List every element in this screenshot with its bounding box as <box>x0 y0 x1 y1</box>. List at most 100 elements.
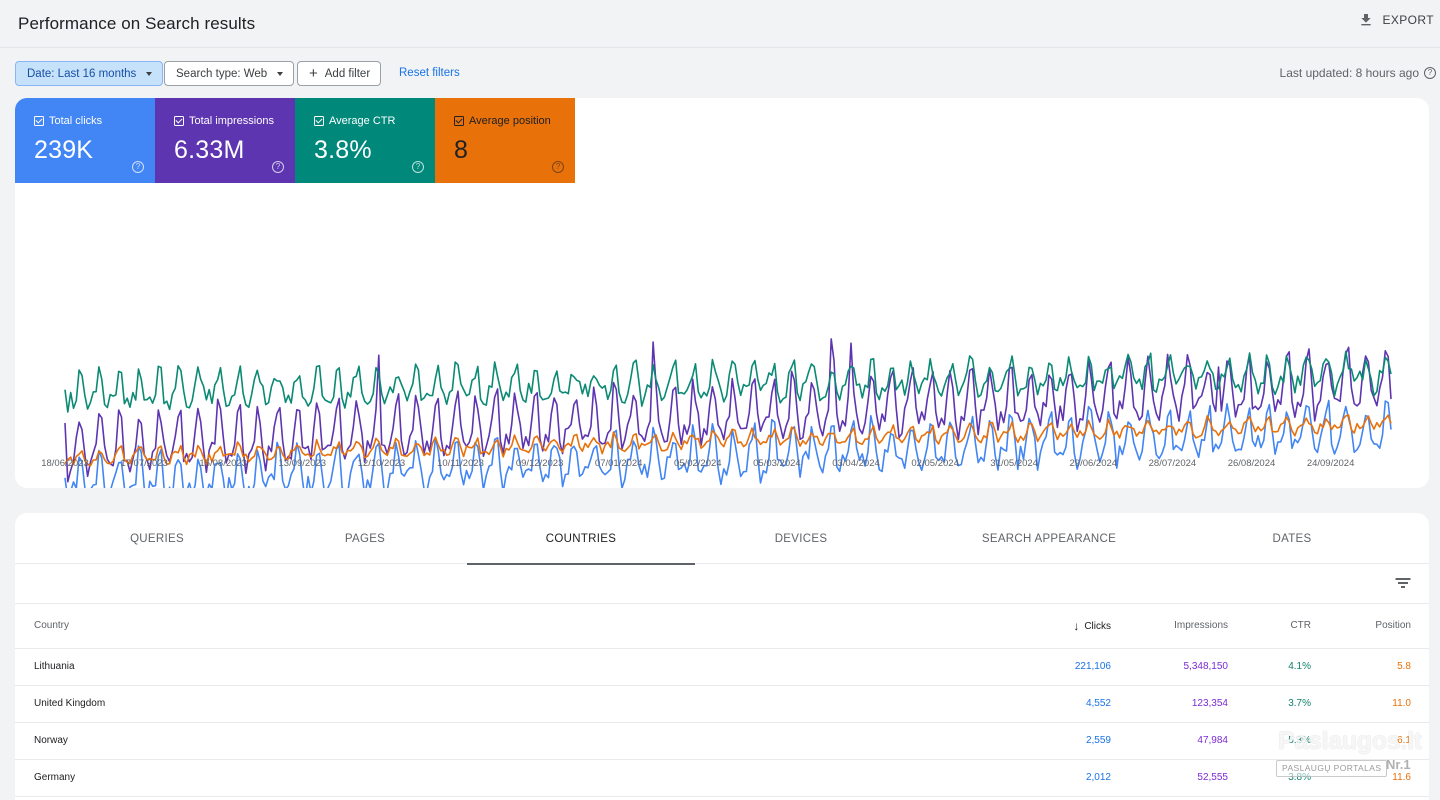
series-line-average-position[interactable] <box>64 414 1392 467</box>
column-header-clicks[interactable]: ↓ Clicks <box>989 604 1129 649</box>
checkbox-icon[interactable] <box>34 116 44 126</box>
metric-label: Total clicks <box>49 115 103 127</box>
x-tick-label: 26/08/2024 <box>1228 458 1276 469</box>
clicks-cell: 2,012 <box>989 759 1129 797</box>
metric-total-impressions[interactable]: Total impressions 6.33M ? <box>155 98 295 183</box>
x-tick-label: 17/07/2023 <box>120 458 168 469</box>
country-cell: United Kingdom <box>15 685 989 723</box>
table-row[interactable]: Norway 2,559 47,984 5.3% 6.1 <box>15 722 1429 760</box>
impressions-cell: 47,984 <box>1129 722 1246 760</box>
x-tick-label: 03/04/2024 <box>832 458 880 469</box>
x-tick-label: 10/11/2023 <box>437 458 484 469</box>
add-filter-label: Add filter <box>324 67 371 80</box>
search-type-label: Search type: Web <box>176 67 268 80</box>
column-header-impressions[interactable]: Impressions <box>1129 604 1246 649</box>
clicks-cell: 4,552 <box>989 685 1129 723</box>
x-tick-label: 28/07/2024 <box>1149 458 1197 469</box>
help-icon[interactable]: ? <box>552 161 564 173</box>
x-tick-label: 09/12/2023 <box>516 458 564 469</box>
position-cell: 11.0 <box>1329 685 1429 723</box>
filter-rows-icon[interactable] <box>1395 576 1411 590</box>
x-tick-label: 13/09/2023 <box>279 458 327 469</box>
column-header-clicks-label: Clicks <box>1084 620 1111 632</box>
ctr-cell: 4.1% <box>1246 648 1329 686</box>
x-tick-label: 02/05/2024 <box>911 458 959 469</box>
checkbox-icon[interactable] <box>174 116 184 126</box>
plus-icon: + <box>309 64 318 82</box>
metric-label: Average CTR <box>329 115 396 127</box>
x-tick-label: 07/01/2024 <box>595 458 643 469</box>
ctr-cell: 5.3% <box>1246 722 1329 760</box>
series-line-average-ctr[interactable] <box>64 350 1392 413</box>
metric-label: Total impressions <box>189 115 274 127</box>
download-icon <box>1361 14 1372 26</box>
filter-bar: Date: Last 16 months Search type: Web + … <box>0 56 1440 90</box>
page-title: Performance on Search results <box>18 14 256 33</box>
country-cell: Germany <box>15 759 989 797</box>
x-tick-label: 05/03/2024 <box>753 458 801 469</box>
date-filter-chip[interactable]: Date: Last 16 months <box>15 61 164 86</box>
metric-total-clicks[interactable]: Total clicks 239K ? <box>15 98 155 183</box>
dimension-tabs: QUERIES PAGES COUNTRIES DEVICES SEARCH A… <box>15 513 1429 565</box>
performance-chart-card: Total clicks 239K ? Total impressions 6.… <box>15 98 1429 488</box>
reset-filters-link[interactable]: Reset filters <box>399 67 460 79</box>
metric-average-ctr[interactable]: Average CTR 3.8% ? <box>295 98 435 183</box>
metric-average-position[interactable]: Average position 8 ? <box>435 98 575 183</box>
impressions-cell: 52,555 <box>1129 759 1246 797</box>
table-header-row: Country ↓ Clicks Impressions CTR Position <box>15 604 1429 649</box>
clicks-cell: 221,106 <box>989 648 1129 686</box>
impressions-cell: 5,348,150 <box>1129 648 1246 686</box>
x-tick-label: 05/02/2024 <box>674 458 722 469</box>
series-line-total-clicks[interactable] <box>64 399 1392 489</box>
impressions-cell: 123,354 <box>1129 685 1246 723</box>
table-row[interactable]: Germany 2,012 52,555 3.8% 11.6 <box>15 759 1429 797</box>
metric-value: 6.33M <box>174 136 245 164</box>
column-header-country[interactable]: Country <box>15 604 989 649</box>
tab-countries[interactable]: COUNTRIES <box>467 513 695 565</box>
country-cell: Norway <box>15 722 989 760</box>
series-line-total-impressions[interactable] <box>64 338 1392 483</box>
x-tick-label: 18/06/2023 <box>41 458 89 469</box>
table-row[interactable]: Lithuania 221,106 5,348,150 4.1% 5.8 <box>15 648 1429 686</box>
help-icon[interactable]: ? <box>132 161 144 173</box>
tab-search-appearance[interactable]: SEARCH APPEARANCE <box>981 532 1117 545</box>
x-tick-label: 12/10/2023 <box>358 458 406 469</box>
x-tick-label: 24/09/2024 <box>1307 458 1355 469</box>
position-cell: 11.6 <box>1329 759 1429 797</box>
help-icon[interactable]: ? <box>1424 67 1436 79</box>
metric-value: 239K <box>34 136 94 164</box>
last-updated-text: Last updated: 8 hours ago <box>1279 66 1419 80</box>
tab-devices[interactable]: DEVICES <box>774 532 828 545</box>
help-icon[interactable]: ? <box>412 161 424 173</box>
tab-dates[interactable]: DATES <box>1272 532 1312 545</box>
tab-pages[interactable]: PAGES <box>344 532 386 545</box>
column-header-ctr[interactable]: CTR <box>1246 604 1329 649</box>
country-cell: Lithuania <box>15 648 989 686</box>
x-tick-label: 15/08/2023 <box>199 458 247 469</box>
table-toolbar <box>15 564 1429 604</box>
add-filter-button[interactable]: + Add filter <box>297 61 382 86</box>
countries-table: Country ↓ Clicks Impressions CTR Position… <box>15 604 1429 797</box>
ctr-cell: 3.8% <box>1246 759 1329 797</box>
performance-line-chart[interactable]: 18/06/2023 17/07/2023 15/08/2023 13/09/2023… <box>15 98 1429 488</box>
metric-value: 8 <box>454 136 469 164</box>
search-type-chip[interactable]: Search type: Web <box>164 61 295 86</box>
caret-down-icon <box>277 71 284 76</box>
tab-queries[interactable]: QUERIES <box>130 532 184 545</box>
column-header-position[interactable]: Position <box>1329 604 1429 649</box>
metric-value: 3.8% <box>314 136 372 164</box>
export-button[interactable]: EXPORT <box>1358 12 1434 28</box>
x-tick-label: 29/06/2024 <box>1070 458 1118 469</box>
date-filter-label: Date: Last 16 months <box>27 67 137 80</box>
help-icon[interactable]: ? <box>272 161 284 173</box>
metric-label: Average position <box>469 115 551 127</box>
last-updated: Last updated: 8 hours ago ? <box>1280 66 1436 80</box>
position-cell: 6.1 <box>1329 722 1429 760</box>
x-tick-label: 31/05/2024 <box>990 458 1038 469</box>
table-row[interactable]: United Kingdom 4,552 123,354 3.7% 11.0 <box>15 685 1429 723</box>
sort-arrow-down-icon: ↓ <box>1073 618 1080 633</box>
position-cell: 5.8 <box>1329 648 1429 686</box>
checkbox-icon[interactable] <box>454 116 464 126</box>
checkbox-icon[interactable] <box>314 116 324 126</box>
clicks-cell: 2,559 <box>989 722 1129 760</box>
